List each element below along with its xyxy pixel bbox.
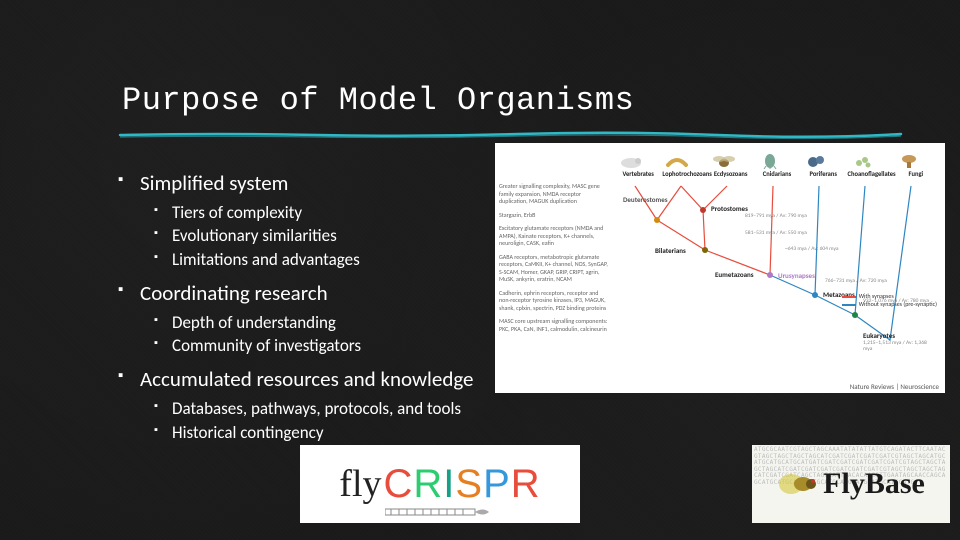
phylogeny-taxa-row: VertebratesLophotrochozoansEcdysozoansCn… (495, 143, 945, 180)
phylo-annotation: Greater signalling complexity, MASC gene… (499, 183, 611, 206)
main-bullet: Accumulated resources and knowledge (118, 366, 538, 392)
phylo-annotation: MASC core upstream signalling components… (499, 318, 611, 333)
clade-eukaryotes: Eukaryotes (863, 331, 895, 340)
sub-bullet: Historical contingency (118, 422, 538, 443)
phylogeny-tree: Protostomes 819–791 mya / Av: 790 mya De… (615, 180, 935, 360)
sub-bullet: Evolutionary similarities (118, 225, 538, 246)
sub-bullet: Tiers of complexity (118, 202, 538, 223)
main-bullet: Coordinating research (118, 280, 538, 306)
taxon-poriferans: Poriferans (801, 147, 845, 178)
sub-bullet: Limitations and advantages (118, 249, 538, 270)
clade-urusynapses: Urusynapses (778, 271, 815, 280)
clade-bilaterians: Bilaterians (655, 246, 686, 255)
title-underline (118, 130, 903, 140)
phylogeny-legend: With synapsesWithout synapses (pre-synap… (842, 293, 937, 309)
slide-title: Purpose of Model Organisms (122, 82, 634, 119)
flybase-fly-icon (777, 467, 819, 501)
flycrispr-logo: fly CRISPR (300, 445, 580, 523)
clade-protostomes: Protostomes (711, 204, 748, 213)
taxon-vertebrates: Vertebrates (616, 147, 660, 178)
bullet-content: Simplified system Tiers of complexityEvol… (118, 160, 538, 445)
phylogeny-figure: VertebratesLophotrochozoansEcdysozoansCn… (495, 143, 945, 393)
phylo-annotation: GABA receptors, metabotropic glutamate r… (499, 254, 611, 284)
main-bullet: Simplified system (118, 170, 538, 196)
phylo-annotation: Cadherin, ephrin receptors, receptor and… (499, 290, 611, 313)
taxon-lophotrochozoans: Lophotrochozoans (662, 147, 706, 178)
flycrispr-fly-text: fly (339, 462, 381, 506)
taxon-choanoflagellates: Choanoflagellates (848, 147, 892, 178)
taxon-ecdysozoans: Ecdysozoans (709, 147, 753, 178)
clade-eumetazoans: Eumetazoans (715, 270, 754, 279)
clade-deuterostomes: Deuterostomes (623, 195, 668, 204)
phylo-annotation: Stargazin, ErbB (499, 212, 611, 220)
phylogeny-credit: Nature Reviews | Neuroscience (850, 382, 939, 391)
flycrispr-crispr-text: CRISPR (384, 462, 541, 507)
flybase-logo: ATGCGCAATCGTAGCTAGCAAATATATATTATGTCAGATA… (752, 445, 950, 523)
flycrispr-guide-icon (385, 505, 495, 519)
taxon-cnidarians: Cnidarians (755, 147, 799, 178)
sub-bullet: Community of investigators (118, 335, 538, 356)
sub-bullet: Depth of understanding (118, 312, 538, 333)
taxon-fungi: Fungi (894, 147, 938, 178)
sub-bullet: Databases, pathways, protocols, and tool… (118, 398, 538, 419)
phylogeny-annotations: Greater signalling complexity, MASC gene… (499, 183, 611, 339)
flybase-text: FlyBase (823, 467, 925, 501)
legend-item: Without synapses (pre-synaptic) (842, 301, 937, 309)
phylo-annotation: Excitatory glutamate receptors (NMDA and… (499, 225, 611, 248)
